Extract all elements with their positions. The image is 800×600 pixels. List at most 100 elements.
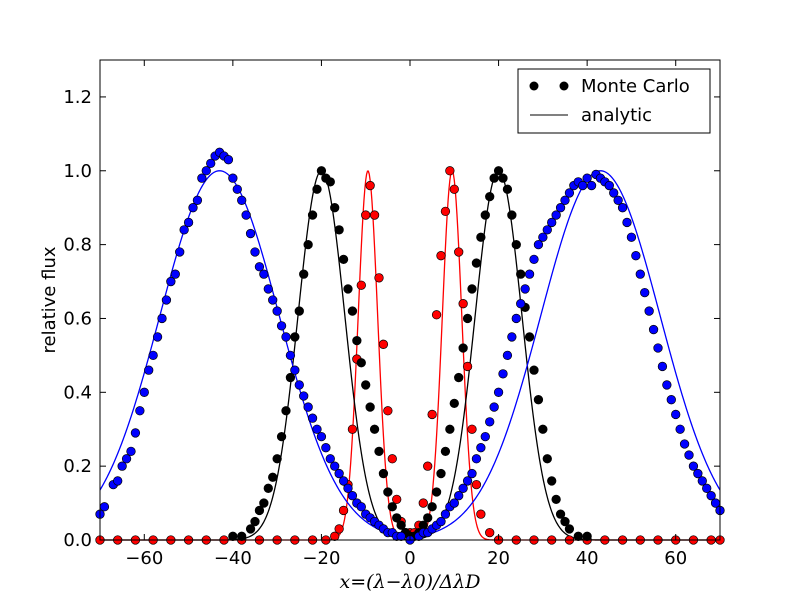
- data-point-blue: [436, 516, 446, 527]
- data-point-blue: [183, 217, 194, 228]
- data-point-blue: [197, 173, 207, 183]
- data-point-blue: [325, 454, 335, 464]
- data-point-black: [564, 524, 575, 534]
- data-point-blue: [547, 217, 557, 228]
- data-point-red: [338, 505, 349, 516]
- data-point-blue: [334, 468, 344, 479]
- data-point-blue: [604, 180, 614, 191]
- data-point-blue: [303, 402, 313, 412]
- data-point-red: [392, 494, 402, 505]
- data-point-red: [445, 166, 455, 176]
- data-point-blue: [524, 269, 535, 279]
- data-point-black: [502, 184, 513, 194]
- data-point-blue: [657, 361, 668, 372]
- data-point-black: [268, 472, 278, 482]
- legend-box: [517, 68, 711, 134]
- data-point-black: [378, 468, 389, 479]
- data-point-black: [387, 502, 397, 512]
- data-point-black: [338, 254, 349, 265]
- y-tick-label: 0.4: [63, 382, 92, 403]
- data-point-blue: [347, 491, 358, 501]
- data-point-blue: [179, 225, 189, 235]
- data-point-red: [418, 498, 428, 508]
- data-point-black: [427, 502, 437, 512]
- data-point-blue: [259, 269, 269, 279]
- data-point-black: [507, 210, 517, 220]
- data-point-blue: [130, 428, 141, 438]
- data-point-black: [352, 335, 362, 346]
- data-point-blue: [622, 217, 632, 228]
- data-point-blue: [582, 173, 592, 183]
- data-point-black: [254, 505, 265, 516]
- data-point-red: [471, 479, 482, 490]
- data-point-black: [498, 173, 508, 183]
- data-point-blue: [250, 247, 260, 257]
- data-point-blue: [493, 387, 504, 397]
- data-point-red: [334, 524, 344, 534]
- data-point-black: [263, 483, 273, 493]
- data-point-black: [361, 380, 371, 390]
- data-point-blue: [671, 409, 681, 420]
- y-tick-labels: 0.0 0.2 0.4 0.6 0.8 1.0 1.2: [63, 87, 92, 551]
- data-point-red: [458, 299, 468, 309]
- data-point-blue: [144, 365, 154, 375]
- data-point-black: [245, 524, 256, 534]
- data-point-black: [493, 166, 504, 176]
- data-point-black: [436, 468, 446, 479]
- data-point-blue: [697, 476, 707, 486]
- data-point-black: [542, 454, 552, 464]
- data-point-blue: [533, 239, 544, 250]
- data-point-black: [285, 372, 296, 383]
- data-point-blue: [237, 195, 247, 205]
- data-point-black: [431, 487, 442, 497]
- data-point-red: [383, 406, 393, 416]
- data-point-red: [347, 424, 358, 434]
- data-point-blue: [467, 468, 477, 479]
- data-point-blue: [560, 195, 570, 205]
- data-point-blue: [330, 461, 340, 471]
- data-point-blue: [684, 450, 694, 460]
- data-point-red: [431, 310, 442, 320]
- data-point-blue: [679, 439, 690, 449]
- data-point-black: [423, 513, 433, 523]
- data-point-blue: [648, 324, 659, 335]
- data-point-blue: [520, 284, 530, 294]
- data-point-blue: [555, 203, 566, 213]
- data-point-blue: [254, 262, 265, 272]
- data-point-blue: [675, 424, 685, 434]
- data-point-blue: [631, 251, 641, 261]
- data-point-blue: [117, 461, 127, 471]
- data-point-blue: [462, 476, 473, 486]
- data-point-black: [294, 306, 304, 316]
- data-point-blue: [511, 313, 521, 324]
- data-point-red: [374, 273, 384, 283]
- data-point-blue: [440, 509, 451, 519]
- data-point-red: [365, 180, 375, 191]
- data-point-blue: [343, 483, 353, 493]
- data-point-blue: [316, 431, 327, 442]
- x-tick-label: 0: [404, 548, 415, 569]
- data-point-blue: [688, 461, 699, 471]
- data-point-blue: [644, 306, 654, 316]
- y-tick-label: 0.0: [63, 530, 92, 551]
- data-point-blue: [299, 391, 309, 401]
- data-point-red: [378, 339, 389, 349]
- data-point-red: [356, 280, 366, 290]
- data-point-blue: [626, 232, 637, 242]
- data-point-black: [290, 332, 300, 342]
- y-tick-label: 0.8: [63, 235, 92, 256]
- data-point-blue: [485, 417, 495, 427]
- data-point-blue: [161, 295, 172, 305]
- data-point-blue: [666, 395, 676, 405]
- x-tick-label: −40: [214, 548, 252, 569]
- data-point-blue: [635, 269, 645, 279]
- data-point-black: [303, 239, 313, 250]
- data-point-blue: [609, 188, 619, 198]
- data-point-black: [480, 210, 490, 220]
- data-point-red: [449, 184, 459, 194]
- data-point-black: [307, 210, 318, 220]
- data-point-blue: [662, 380, 672, 390]
- data-point-blue: [290, 365, 300, 375]
- data-point-black: [281, 406, 291, 416]
- data-point-black: [538, 424, 548, 434]
